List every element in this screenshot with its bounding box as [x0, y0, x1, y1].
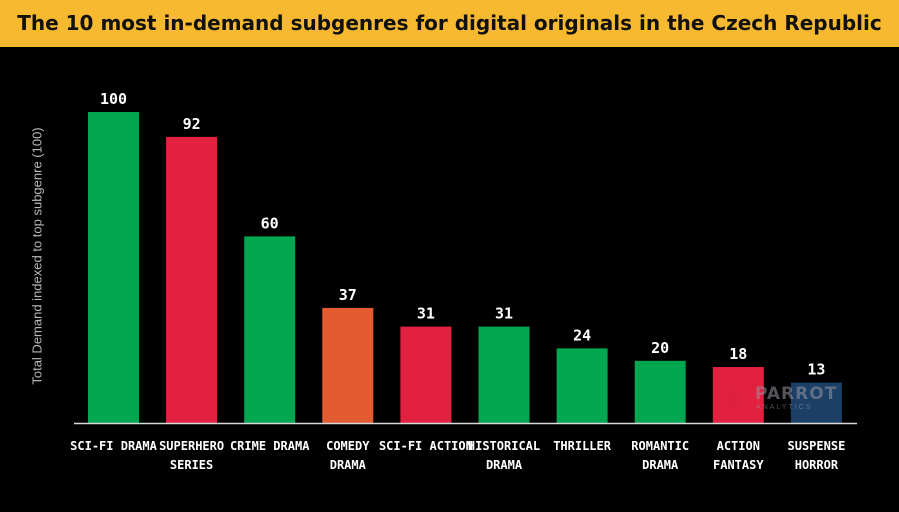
- value-label-9: 18: [729, 345, 747, 363]
- value-label-4: 37: [339, 286, 357, 304]
- bar-7: [556, 348, 608, 423]
- category-label-4: COMEDY DRAMA: [326, 439, 370, 472]
- category-label-9: ACTION FANTASY: [713, 439, 764, 472]
- chart-title: The 10 most in-demand subgenres for digi…: [17, 11, 882, 35]
- value-label-1: 100: [100, 90, 127, 108]
- bar-1: [88, 112, 139, 423]
- category-label-2: SUPERHERO SERIES: [159, 439, 224, 472]
- value-label-10: 13: [807, 361, 825, 379]
- bar-8: [634, 360, 686, 423]
- category-label-6: HISTORICAL DRAMA: [468, 439, 540, 472]
- value-label-6: 31: [495, 305, 513, 323]
- watermark-subtext: ANALYTICS: [756, 404, 813, 411]
- value-label-3: 60: [261, 214, 279, 232]
- value-label-2: 92: [183, 115, 201, 133]
- bar-6: [478, 326, 530, 423]
- bar-9: [712, 367, 764, 423]
- category-label-1: SCI-FI DRAMA: [70, 439, 157, 453]
- bar-10: [790, 382, 842, 423]
- bar-2: [166, 136, 218, 423]
- watermark-text: PARROT: [755, 384, 838, 404]
- watermark-logo-icon: [725, 382, 742, 412]
- value-label-5: 31: [417, 305, 435, 323]
- bar-3: [244, 236, 296, 423]
- category-label-8: ROMANTIC DRAMA: [631, 439, 689, 472]
- bar-5: [400, 326, 452, 423]
- title-bar: The 10 most in-demand subgenres for digi…: [0, 0, 899, 47]
- category-label-7: THRILLER: [553, 439, 612, 453]
- category-label-5: SCI-FI ACTION: [379, 439, 473, 453]
- category-label-3: CRIME DRAMA: [230, 439, 310, 453]
- value-label-7: 24: [573, 326, 591, 344]
- category-label-10: SUSPENSE HORROR: [788, 439, 846, 472]
- bar-4: [322, 307, 374, 423]
- value-label-8: 20: [651, 339, 669, 357]
